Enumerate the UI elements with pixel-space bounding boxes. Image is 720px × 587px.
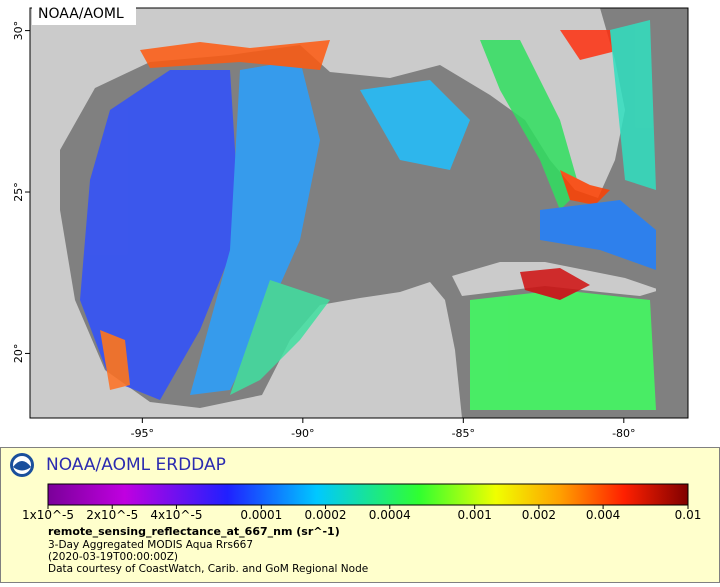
legend-line: (2020-03-19T00:00:00Z) (48, 551, 178, 563)
colorbar-tick-label: 2x10^-5 (86, 508, 138, 522)
no-data (656, 8, 688, 418)
colorbar-tick-label: 0.0004 (369, 508, 411, 522)
legend-line: 3-Day Aggregated MODIS Aqua Rrs667 (48, 539, 253, 551)
variable-name: remote_sensing_reflectance_at_667_nm (sr… (48, 525, 340, 538)
colorbar (47, 483, 689, 506)
colorbar-tick-label: 4x10^-5 (150, 508, 202, 522)
y-tick-label: 25° (12, 182, 25, 202)
y-tick-label: 20° (12, 344, 25, 364)
legend-line: Data courtesy of CoastWatch, Carib. and … (48, 563, 368, 575)
corner-label-bg (32, 3, 136, 25)
colorbar-tick-label: 0.0002 (305, 508, 347, 522)
legend-panel (0, 447, 720, 583)
x-tick-label: -95° (131, 427, 154, 440)
x-tick-label: -80° (612, 427, 635, 440)
corner-label: NOAA/AOML (38, 6, 124, 22)
reflectance-field (80, 20, 656, 410)
noaa-logo-bird (13, 461, 31, 471)
map-frame (29, 7, 689, 419)
colorbar-tick-label: 1x10^-5 (22, 508, 74, 522)
colorbar-tick-label: 0.001 (457, 508, 491, 522)
legend-title: NOAA/AOML ERDDAP (46, 455, 226, 475)
map-area (30, 8, 688, 418)
colorbar-tick-label: 0.0001 (240, 508, 282, 522)
colorbar-tick-label: 0.002 (522, 508, 556, 522)
x-tick-label: -85° (452, 427, 475, 440)
x-tick-label: -90° (291, 427, 314, 440)
colorbar-tick-label: 0.01 (675, 508, 702, 522)
y-tick-label: 30° (12, 21, 25, 41)
colorbar-tick-label: 0.004 (586, 508, 620, 522)
